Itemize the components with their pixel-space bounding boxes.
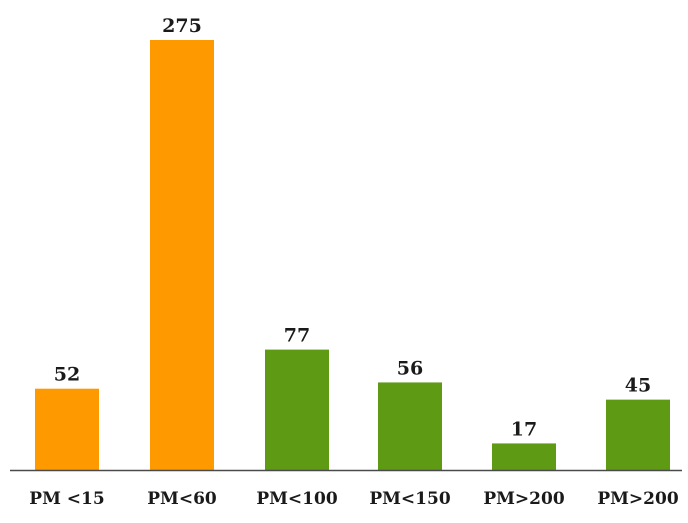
category-label-1: PM <15	[29, 489, 104, 509]
category-labels-layer: PM <15 PM<60 PM<100 PM<150 PM>200 PM>200	[29, 489, 679, 509]
bar-2	[150, 40, 214, 470]
bar-1	[35, 388, 99, 470]
category-label-2: PM<60	[147, 489, 217, 509]
bar-3	[265, 349, 329, 470]
bar-4	[378, 382, 442, 470]
category-label-3: PM<100	[256, 489, 338, 509]
value-labels-layer: 52 275 77 56 17 45	[54, 15, 651, 440]
value-label-3: 77	[284, 325, 310, 347]
category-label-6: PM>200	[597, 489, 679, 509]
category-label-4: PM<150	[369, 489, 451, 509]
value-label-5: 17	[511, 418, 537, 440]
bar-6	[606, 399, 670, 470]
value-label-1: 52	[54, 364, 80, 386]
category-label-5: PM>200	[483, 489, 565, 509]
value-label-2: 275	[162, 15, 202, 37]
bar-5	[492, 443, 556, 470]
bars-layer	[35, 40, 670, 470]
value-label-4: 56	[397, 357, 423, 379]
value-label-6: 45	[625, 375, 651, 397]
